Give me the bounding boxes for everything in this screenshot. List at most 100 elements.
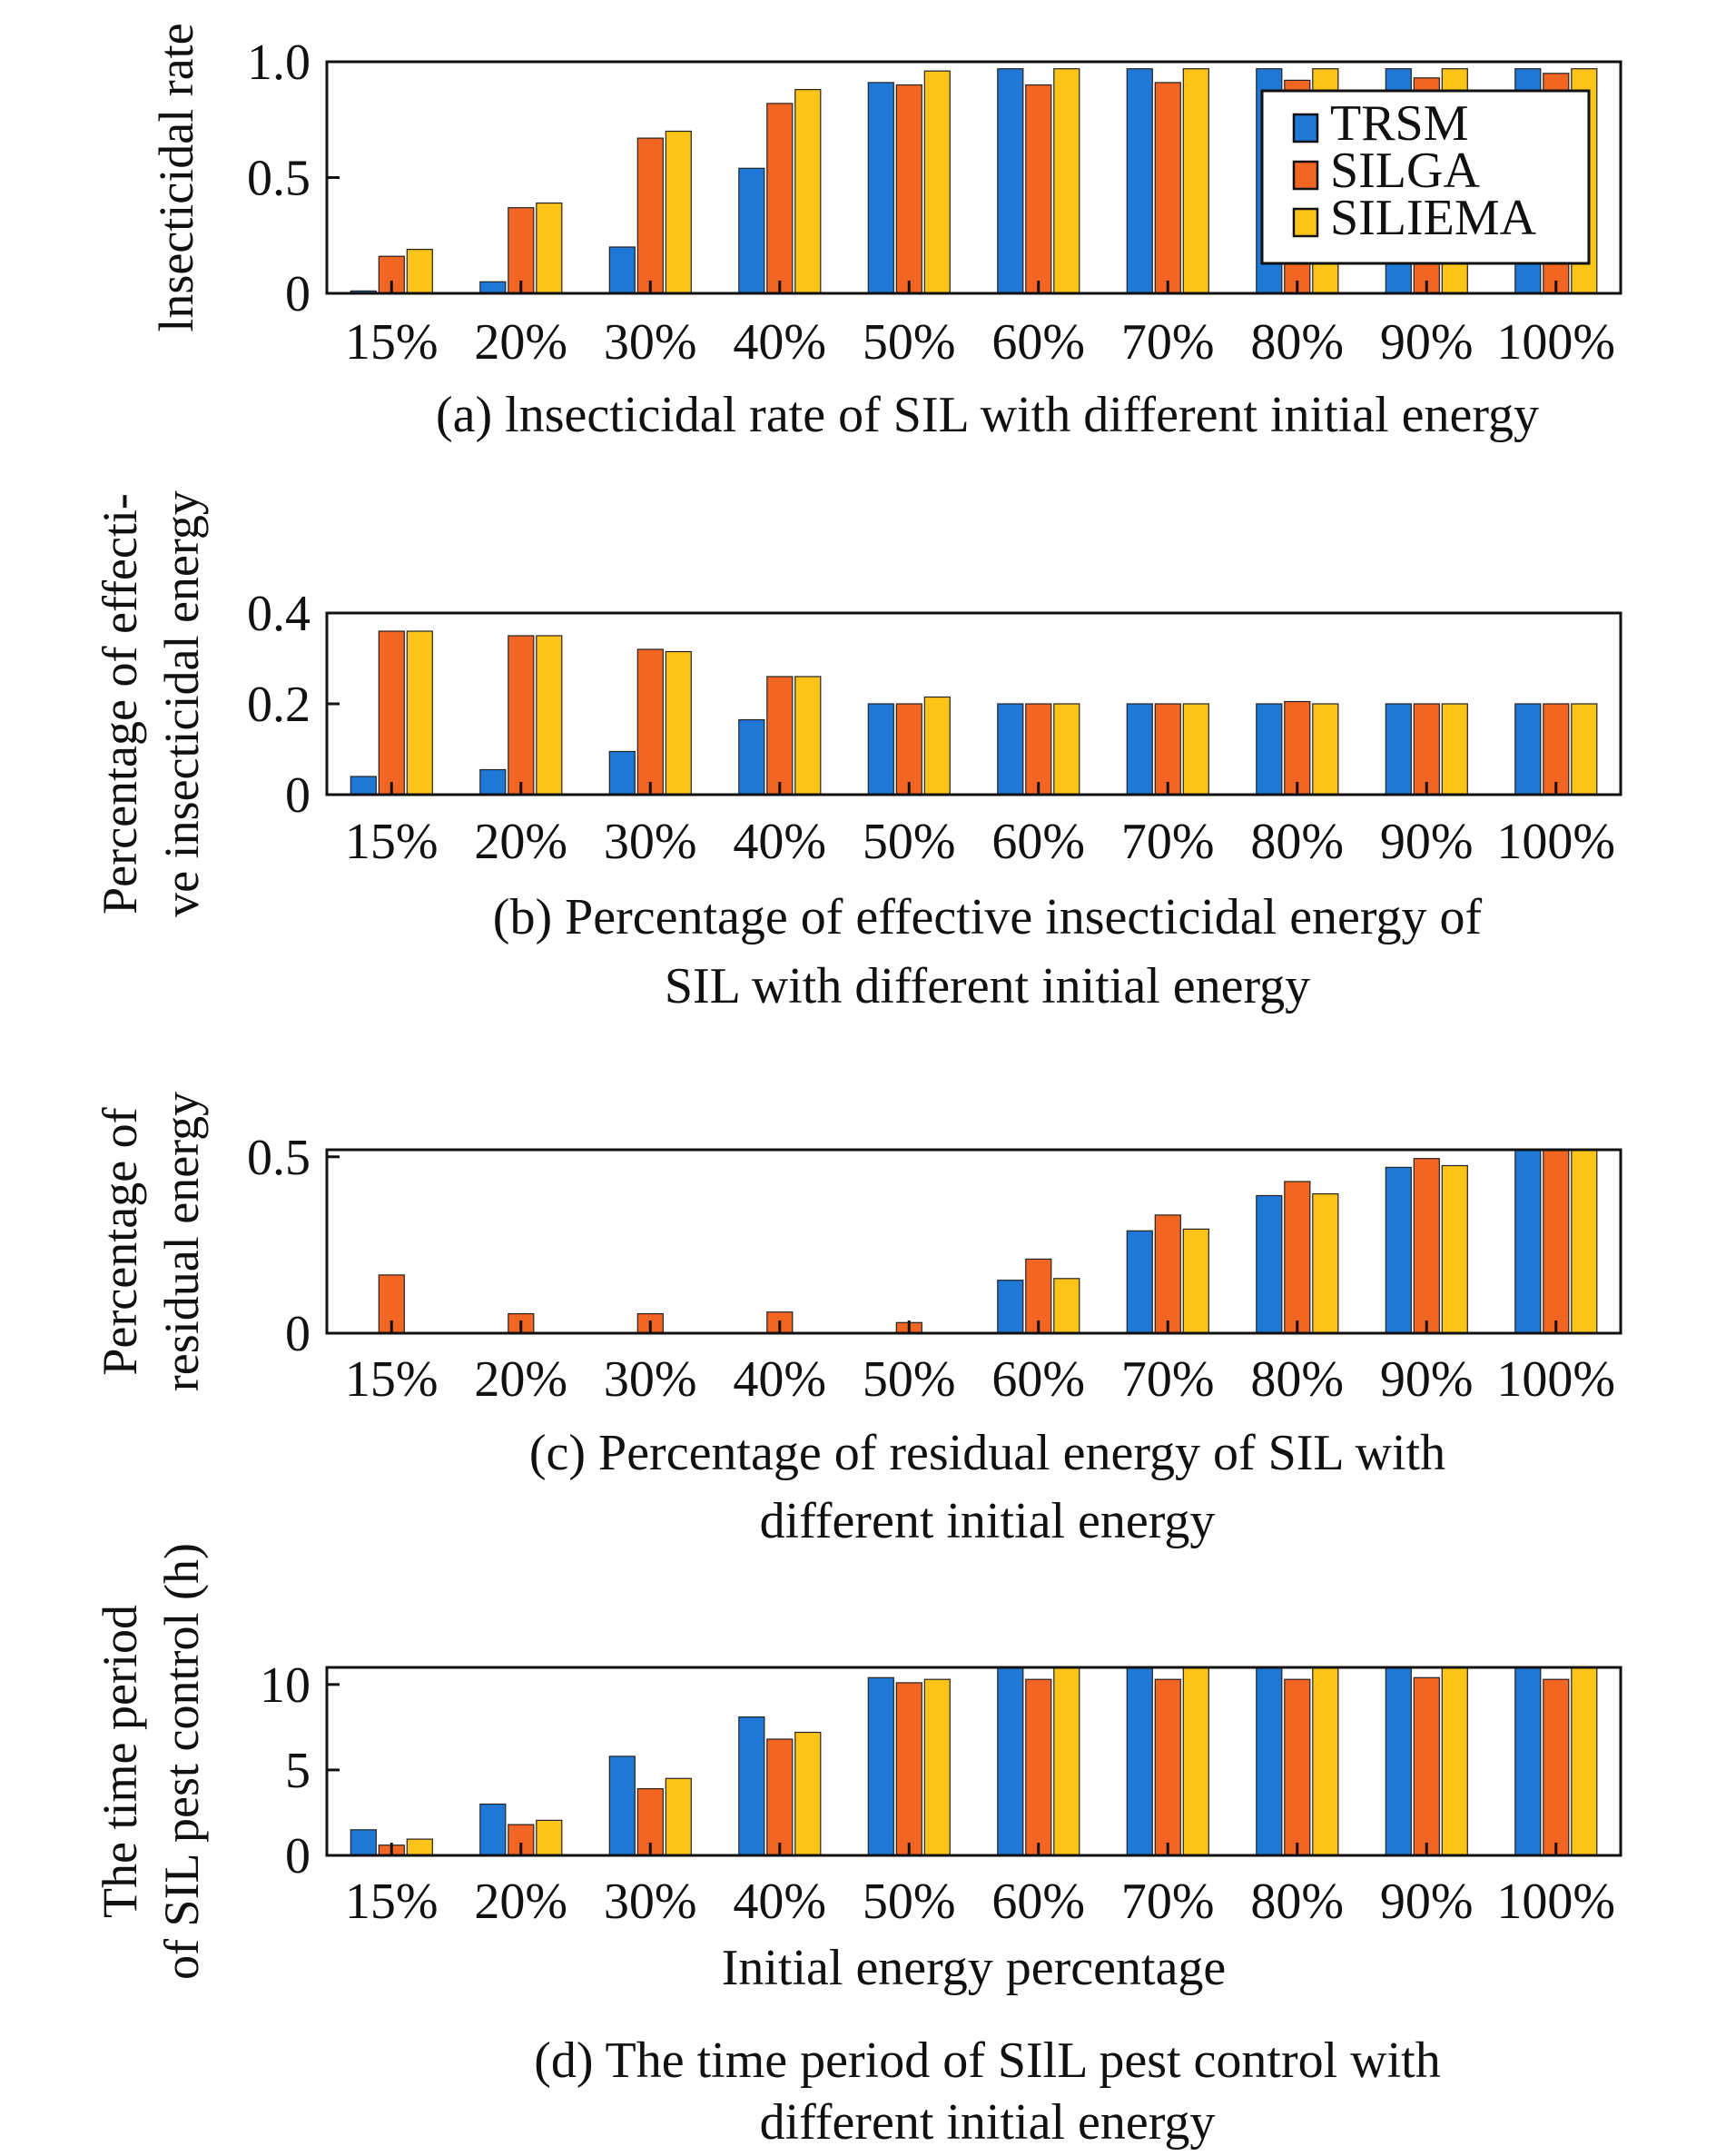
y-tick-label: 0.2 bbox=[247, 677, 311, 733]
x-tick-label: 60% bbox=[991, 314, 1085, 371]
bar-silga-70pct bbox=[1154, 703, 1181, 796]
bar-trsm-20pct bbox=[479, 281, 507, 294]
bar-trsm-15pct bbox=[350, 1829, 377, 1856]
y-tick-label: 0.5 bbox=[247, 1130, 311, 1186]
y-axis-label: residual energy bbox=[154, 1092, 209, 1391]
bar-silga-90pct bbox=[1413, 1676, 1440, 1856]
y-axis-label: of SIL pest control (h) bbox=[154, 1543, 209, 1980]
bar-silga-50pct bbox=[895, 703, 922, 796]
bar-trsm-40pct bbox=[738, 1716, 765, 1856]
bar-siliema-20pct bbox=[536, 203, 563, 294]
legend-swatch-silga bbox=[1292, 160, 1319, 191]
x-tick-label: 40% bbox=[733, 814, 826, 870]
y-tick-label: 0 bbox=[285, 266, 311, 322]
bar-silga-40pct bbox=[766, 1738, 794, 1856]
y-tick-label: 1.0 bbox=[247, 35, 311, 91]
x-tick-label: 50% bbox=[863, 1874, 956, 1930]
bar-siliema-40pct bbox=[794, 1731, 822, 1856]
bar-siliema-40pct bbox=[794, 88, 822, 294]
bar-siliema-90pct bbox=[1441, 1666, 1468, 1856]
x-tick-label: 20% bbox=[474, 814, 567, 870]
bar-trsm-40pct bbox=[738, 718, 765, 796]
bar-silga-60pct bbox=[1025, 703, 1052, 796]
chart-caption: different initial energy bbox=[760, 1493, 1216, 1549]
plot-frame bbox=[325, 1148, 1622, 1335]
legend-swatch-siliema bbox=[1292, 207, 1319, 238]
x-tick-label: 20% bbox=[474, 1874, 567, 1930]
bar-siliema-20pct bbox=[536, 1819, 563, 1856]
bar-trsm-20pct bbox=[479, 1803, 507, 1856]
legend-label-trsm: TRSM bbox=[1330, 95, 1469, 152]
bar-silga-100pct bbox=[1543, 1149, 1570, 1334]
bar-siliema-90pct bbox=[1441, 1164, 1468, 1334]
x-tick-label: 60% bbox=[991, 1874, 1085, 1930]
x-tick-label: 40% bbox=[733, 1351, 826, 1408]
x-tick-label: 15% bbox=[345, 814, 439, 870]
chart-panel-d: 0 5 10 15% 20% 30% 40% 50% 60% 70% 80% 90% 100% The t… bbox=[93, 1543, 1622, 2151]
x-tick-label: 20% bbox=[474, 314, 567, 371]
bar-siliema-30pct bbox=[665, 1777, 692, 1856]
x-tick-label: 30% bbox=[604, 314, 697, 371]
y-axis-label: lnsecticidal rate bbox=[149, 23, 203, 331]
bar-silga-80pct bbox=[1284, 700, 1311, 796]
bar-trsm-50pct bbox=[867, 1676, 894, 1856]
bar-siliema-20pct bbox=[536, 635, 563, 796]
bar-silga-80pct bbox=[1284, 1181, 1311, 1334]
x-tick-label: 70% bbox=[1121, 814, 1215, 870]
x-tick-label: 90% bbox=[1380, 314, 1474, 371]
bar-siliema-80pct bbox=[1312, 1192, 1339, 1334]
x-tick-label: 60% bbox=[991, 1351, 1085, 1408]
bar-trsm-40pct bbox=[738, 167, 765, 294]
bar-silga-60pct bbox=[1025, 84, 1052, 294]
x-tick-label: 80% bbox=[1250, 314, 1344, 371]
bar-silga-50pct bbox=[895, 84, 922, 294]
bar-trsm-70pct bbox=[1126, 68, 1153, 294]
bar-siliema-60pct bbox=[1053, 703, 1080, 796]
chart-caption: (d) The time period of SIlL pest control… bbox=[534, 2032, 1440, 2089]
chart-panel-b: 0 0.2 0.4 15% 20% 30% 40% 50% 60% 70% 80% 90% 100% Pe… bbox=[93, 490, 1622, 1014]
x-tick-label: 100% bbox=[1496, 314, 1615, 371]
x-tick-label: 40% bbox=[733, 314, 826, 371]
legend-label-siliema: SILIEMA bbox=[1330, 190, 1537, 246]
bar-trsm-60pct bbox=[997, 68, 1024, 294]
bar-siliema-70pct bbox=[1182, 1228, 1209, 1334]
y-tick-label: 0.4 bbox=[247, 586, 311, 642]
bar-trsm-60pct bbox=[997, 1666, 1024, 1856]
bar-trsm-100pct bbox=[1514, 1666, 1542, 1856]
bar-siliema-80pct bbox=[1312, 703, 1339, 796]
bar-siliema-100pct bbox=[1571, 1666, 1598, 1856]
y-tick-label: 0 bbox=[285, 1828, 311, 1884]
x-tick-label: 50% bbox=[863, 1351, 956, 1408]
x-tick-label: 50% bbox=[863, 314, 956, 371]
x-tick-label: 40% bbox=[733, 1874, 826, 1930]
y-tick-label: 0 bbox=[285, 767, 311, 824]
y-axis-label: Percentage of bbox=[93, 1107, 147, 1375]
bar-siliema-50pct bbox=[923, 1678, 951, 1856]
bar-siliema-50pct bbox=[923, 696, 951, 796]
y-axis-label: Percentage of effecti- bbox=[93, 493, 147, 915]
bar-silga-40pct bbox=[766, 103, 794, 294]
bar-trsm-20pct bbox=[479, 768, 507, 796]
bar-silga-90pct bbox=[1413, 1158, 1440, 1334]
bar-trsm-50pct bbox=[867, 82, 894, 294]
x-tick-label: 30% bbox=[604, 1874, 697, 1930]
x-tick-label: 90% bbox=[1380, 1874, 1474, 1930]
x-tick-label: 80% bbox=[1250, 814, 1344, 870]
x-axis-label: Initial energy percentage bbox=[722, 1940, 1227, 1996]
bar-trsm-15pct bbox=[350, 776, 377, 796]
bar-silga-40pct bbox=[766, 676, 794, 796]
y-tick-label: 10 bbox=[260, 1657, 311, 1714]
x-tick-label: 80% bbox=[1250, 1874, 1344, 1930]
bar-trsm-80pct bbox=[1256, 703, 1283, 796]
x-tick-label: 70% bbox=[1121, 1351, 1215, 1408]
bar-siliema-60pct bbox=[1053, 68, 1080, 294]
x-tick-label: 15% bbox=[345, 1351, 439, 1408]
bar-trsm-80pct bbox=[1256, 1194, 1283, 1334]
y-tick-label: 5 bbox=[285, 1743, 311, 1799]
bar-trsm-100pct bbox=[1514, 703, 1542, 796]
bar-silga-50pct bbox=[895, 1682, 922, 1856]
bar-silga-30pct bbox=[636, 648, 664, 796]
bar-siliema-90pct bbox=[1441, 703, 1468, 796]
bar-silga-15pct bbox=[378, 630, 405, 796]
